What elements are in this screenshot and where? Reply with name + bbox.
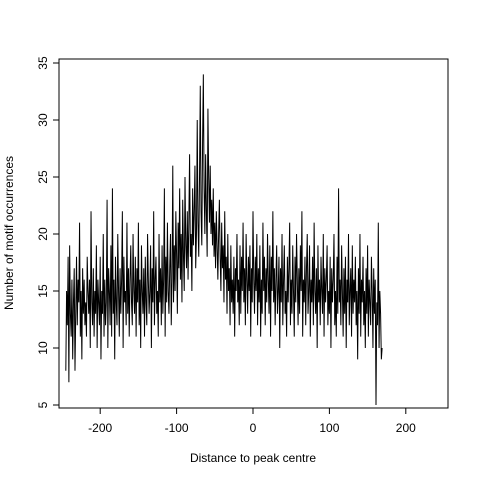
x-tick-label: 100 (319, 421, 339, 435)
x-tick-label: 0 (250, 421, 257, 435)
x-tick-label: 200 (396, 421, 416, 435)
y-tick-label: 15 (36, 284, 50, 298)
y-tick-label: 10 (36, 341, 50, 355)
y-axis: 5 10 15 20 25 30 35 (36, 56, 59, 408)
x-tick-label: -200 (88, 421, 112, 435)
y-axis-title: Number of motif occurrences (2, 156, 16, 310)
series-line (65, 74, 383, 406)
x-axis-title: Distance to peak centre (190, 451, 316, 465)
y-tick-label: 35 (36, 56, 50, 70)
y-tick-label: 20 (36, 227, 50, 241)
y-tick-label: 30 (36, 113, 50, 127)
x-axis: -200 -100 0 100 200 (88, 408, 416, 435)
y-tick-label: 25 (36, 170, 50, 184)
x-tick-label: -100 (165, 421, 189, 435)
y-tick-label: 5 (36, 401, 50, 408)
